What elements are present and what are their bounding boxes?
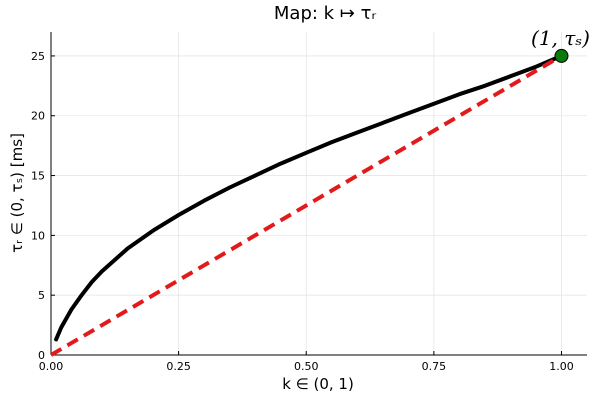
x-tick-label-1: 0.25: [166, 360, 191, 373]
tick-labels: 0.00 0.25 0.50 0.75 1.00 0 5 10 15 20 25: [31, 50, 574, 373]
marker-label-0: (1, τₛ): [531, 26, 590, 50]
series: [49, 53, 564, 357]
x-tick-label-4: 1.00: [549, 360, 574, 373]
y-tick-label-2: 10: [31, 229, 45, 242]
y-tick-label-5: 25: [31, 50, 45, 63]
x-tick-label-2: 0.50: [294, 360, 319, 373]
chart-title: Map: k ↦ τᵣ: [274, 3, 377, 24]
y-tick-label-1: 5: [38, 289, 45, 302]
y-tick-label-0: 0: [38, 349, 45, 362]
series-line-1: [49, 54, 563, 357]
grid: [50, 32, 587, 356]
series-line-0: [54, 53, 564, 342]
x-tick-label-3: 0.75: [422, 360, 447, 373]
y-axis-label: τᵣ ∈ (0, τₛ) [ms]: [8, 133, 26, 253]
x-tick-label-0: 0.00: [39, 360, 64, 373]
axes: [50, 32, 587, 356]
marker-point-0: [554, 48, 569, 63]
y-tick-label-3: 15: [31, 170, 45, 183]
x-axis-label: k ∈ (0, 1): [282, 375, 354, 393]
points: (1, τₛ): [531, 26, 590, 63]
y-tick-label-4: 20: [31, 110, 45, 123]
